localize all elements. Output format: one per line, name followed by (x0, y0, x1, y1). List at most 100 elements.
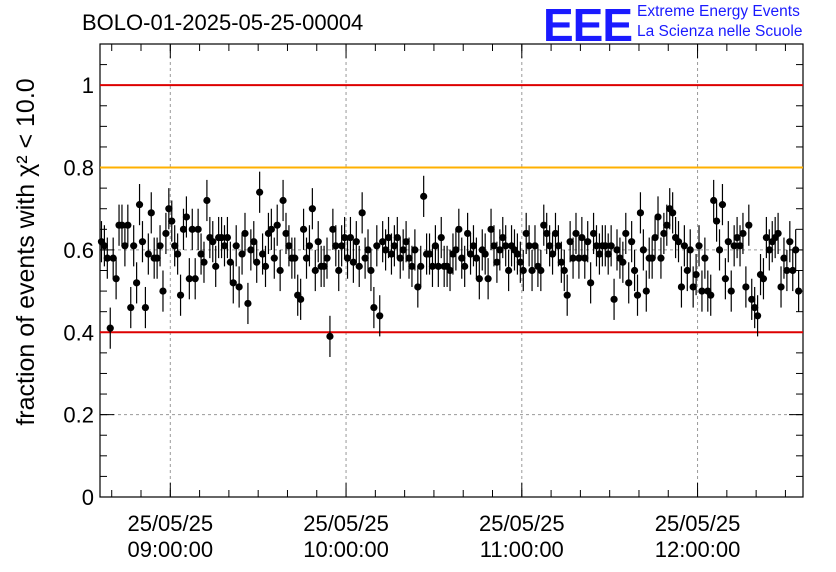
data-point (431, 242, 439, 250)
data-point (323, 254, 331, 262)
data-point (109, 254, 117, 262)
data-point (569, 254, 577, 262)
data-point (663, 221, 671, 229)
data-point (103, 254, 111, 262)
data-point (689, 283, 697, 291)
data-point (780, 254, 788, 262)
data-point (226, 258, 234, 266)
data-point (792, 246, 800, 254)
y-tick-label: 0.2 (63, 403, 94, 428)
data-point (217, 233, 226, 242)
data-point (721, 275, 729, 283)
data-point (381, 246, 390, 254)
data-point (106, 324, 114, 332)
data-point (168, 217, 176, 225)
logo-line-2: La Scienza nelle Scuole (637, 23, 803, 40)
data-point (127, 303, 135, 312)
y-tick-label: 0.6 (63, 238, 94, 263)
x-tick-date-label: 25/05/25 (479, 511, 565, 536)
data-point (496, 246, 504, 254)
data-point (417, 262, 425, 270)
data-point (253, 258, 261, 266)
data-point (484, 275, 492, 283)
data-point (373, 242, 381, 250)
data-point (686, 246, 694, 254)
data-point (282, 229, 290, 238)
data-point (258, 250, 267, 258)
data-point (710, 196, 718, 205)
data-point (674, 238, 683, 246)
data-point (786, 238, 794, 246)
data-point (751, 303, 759, 312)
data-point (405, 254, 413, 262)
data-point (100, 242, 108, 250)
data-point (546, 242, 554, 250)
data-point (587, 279, 595, 287)
data-point (276, 266, 284, 275)
data-point (578, 233, 586, 242)
data-point (466, 250, 475, 258)
data-point (185, 275, 193, 283)
data-point (379, 238, 387, 246)
data-point (724, 238, 732, 246)
data-point (633, 291, 642, 299)
data-point (203, 196, 211, 205)
data-point (625, 279, 633, 287)
data-point (144, 250, 152, 258)
data-point (789, 266, 797, 275)
data-point (267, 225, 275, 233)
y-tick-label: 0.8 (63, 156, 94, 181)
data-point (660, 229, 668, 238)
data-point (651, 233, 659, 242)
data-point (133, 279, 141, 287)
eee-logo: EEE (543, 0, 633, 51)
y-tick-label: 0.4 (63, 320, 94, 345)
data-point (340, 233, 349, 242)
data-point (408, 262, 416, 270)
data-point (469, 242, 478, 250)
data-point (308, 205, 316, 213)
data-point (619, 258, 627, 266)
data-point (355, 262, 363, 270)
data-point (329, 225, 337, 233)
data-point (174, 250, 182, 258)
data-point (297, 295, 305, 303)
data-point (270, 254, 278, 262)
data-point (182, 213, 191, 221)
data-point (795, 287, 803, 295)
data-point (572, 229, 580, 238)
data-point (712, 217, 721, 225)
data-point (698, 287, 706, 295)
data-point (338, 242, 346, 250)
data-point (314, 238, 322, 246)
data-point (244, 299, 252, 308)
data-point (513, 250, 522, 258)
data-point (299, 225, 308, 233)
data-point (481, 250, 489, 258)
x-tick-date-label: 25/05/25 (303, 511, 389, 536)
data-point (361, 254, 369, 262)
data-point (777, 283, 785, 291)
data-point (692, 271, 700, 279)
data-point (736, 242, 744, 250)
data-point (229, 279, 237, 287)
data-point (461, 262, 469, 270)
data-point (188, 225, 196, 233)
data-point (241, 229, 249, 238)
data-point (677, 283, 686, 291)
data-point (414, 283, 422, 291)
data-point (727, 287, 735, 295)
data-point (540, 221, 548, 229)
data-point (121, 242, 129, 250)
data-point (390, 242, 398, 250)
data-point (261, 262, 270, 270)
data-point (273, 221, 281, 229)
data-point (525, 242, 533, 250)
data-point (739, 229, 747, 238)
data-point (302, 254, 311, 262)
data-point (566, 238, 574, 246)
data-point (745, 221, 753, 229)
x-tick-time-label: 11:00:00 (480, 537, 564, 562)
data-point (715, 246, 724, 254)
data-point (748, 295, 756, 303)
